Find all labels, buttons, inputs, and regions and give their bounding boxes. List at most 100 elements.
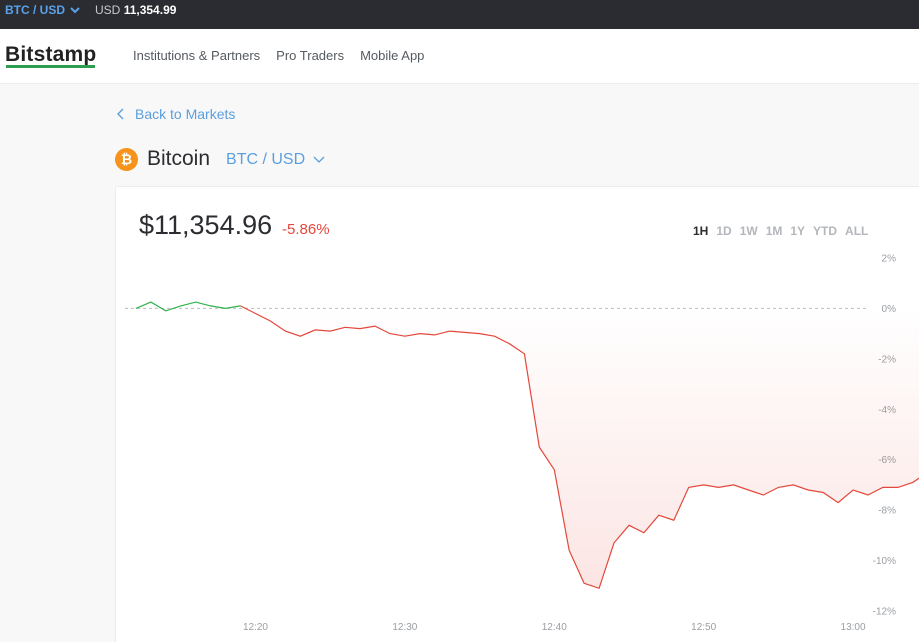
current-price: $11,354.96 [139,210,273,240]
price-point [344,326,346,328]
y-tick-label: 2% [882,254,897,265]
nav-mobile-app[interactable]: Mobile App [360,48,425,63]
price-point [404,335,406,337]
chevron-left-icon [117,108,124,120]
x-tick-label: 12:20 [243,622,268,633]
price-point [374,325,376,327]
price-point [867,494,869,496]
price-point [254,312,256,314]
x-tick-label: 12:50 [691,622,716,633]
price-point [195,301,197,303]
price-point [837,501,839,503]
price-point [792,484,794,486]
period-selector: 1H 1D 1W 1M 1Y YTD ALL [693,224,868,238]
back-to-markets-label: Back to Markets [135,106,236,122]
price-point [747,489,749,491]
price-point [688,486,690,488]
chevron-down-icon [70,7,80,14]
price-point [912,481,914,483]
asset-name: Bitcoin [147,147,211,170]
bitcoin-icon: ₿ [115,147,138,171]
price-point [329,330,331,332]
price-point [135,307,137,309]
bitstamp-logo[interactable]: Bitstamp [5,43,97,68]
pair-selector-label: BTC / USD [5,3,65,17]
price-point [643,532,645,534]
price-point [897,486,899,488]
price-point [299,335,301,337]
period-1h[interactable]: 1H [693,224,709,238]
price-point [538,446,540,448]
period-1d[interactable]: 1D [716,224,732,238]
price-line-negative [240,305,919,590]
price-point [732,484,734,486]
logo-text: Bitstamp [5,43,97,66]
price-point [389,332,391,334]
price-point [717,486,719,488]
nav-pro-traders[interactable]: Pro Traders [276,48,345,63]
x-tick-label: 13:00 [841,622,866,633]
ticker-value: 11,354.99 [123,3,177,17]
x-tick-label: 12:40 [542,622,567,633]
price-point [658,514,660,516]
price-point [852,489,854,491]
price-point [598,587,600,589]
price-point [568,549,570,551]
back-to-markets-link[interactable]: Back to Markets [117,106,235,122]
logo-underline [6,65,96,68]
price-point [553,469,555,471]
price-change: -5.86% [282,221,330,238]
asset-title: ₿ Bitcoin BTC / USD [115,147,325,171]
ticker-bar: BTC / USD USD 11,354.99 [0,0,919,29]
price-point [224,307,226,309]
price-point [448,330,450,332]
price-point [359,327,361,329]
price-point [239,305,241,307]
main-nav: Institutions & Partners Pro Traders Mobi… [133,48,424,63]
asset-pair-selector[interactable]: BTC / USD [226,149,325,169]
period-1y[interactable]: 1Y [790,224,806,238]
price-point [269,320,271,322]
price-point [673,519,675,521]
loss-area [240,305,919,589]
price-line-positive [135,301,241,312]
ticker-price: USD 11,354.99 [95,3,176,17]
period-ytd[interactable]: YTD [813,224,838,238]
price-point [209,305,211,307]
price-point [807,489,809,491]
price-point [702,484,704,486]
price-point [180,305,182,307]
pair-selector[interactable]: BTC / USD [5,3,81,17]
price-point [165,310,167,312]
price-point [419,332,421,334]
price-point [523,353,525,355]
price-point [882,486,884,488]
period-all[interactable]: ALL [845,224,869,238]
chevron-down-icon [313,156,325,163]
price-point [478,332,480,334]
y-tick-label: -8% [878,506,896,517]
asset-pair-label: BTC / USD [226,151,306,168]
price-point [777,486,779,488]
price-point [434,334,436,336]
price-point [493,335,495,337]
ticker-currency: USD [95,3,121,17]
price-point [150,301,152,303]
period-1m[interactable]: 1M [765,224,783,238]
period-1w[interactable]: 1W [739,224,758,238]
price-point [314,329,316,331]
site-header: Bitstamp Institutions & Partners Pro Tra… [0,29,919,84]
y-tick-label: -10% [873,556,896,567]
price-point [628,524,630,526]
price-point [508,343,510,345]
x-tick-label: 12:30 [392,622,417,633]
price-point [613,542,615,544]
price-point [463,331,465,333]
price-point [762,494,764,496]
price-point [284,330,286,332]
y-tick-label: -12% [873,607,896,618]
price-point [822,491,824,493]
x-axis: 12:20 12:30 12:40 12:50 13:00 [243,622,866,633]
nav-institutions-partners[interactable]: Institutions & Partners [133,48,261,63]
